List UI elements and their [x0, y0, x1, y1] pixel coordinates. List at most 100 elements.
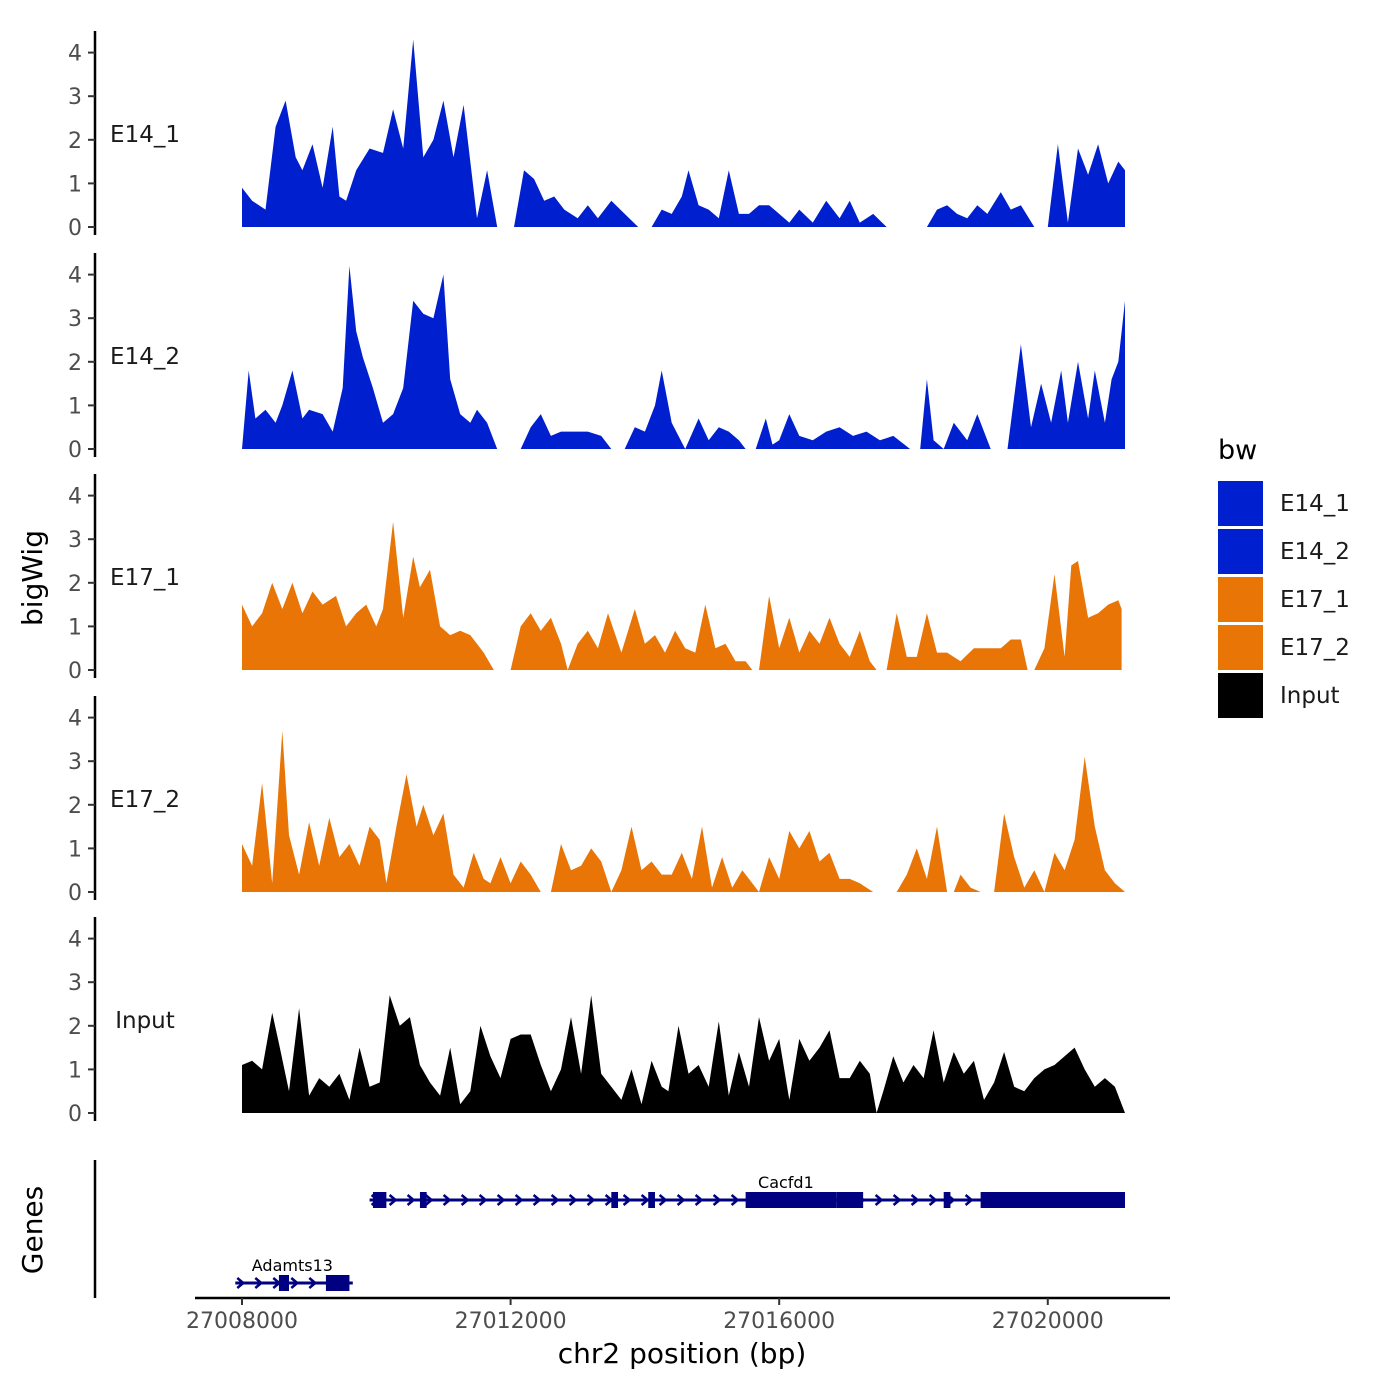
strand-arrow: [730, 1194, 740, 1206]
strand-arrow: [658, 1194, 668, 1206]
track-E14_2: 0 1 2 3 4 E14_2: [68, 253, 1125, 463]
y-tick-label: 4: [68, 264, 82, 289]
y-tick-label: 0: [68, 881, 82, 906]
y-tick-label: 4: [68, 42, 82, 67]
strand-arrow: [712, 1194, 722, 1206]
strand-arrow: [236, 1277, 246, 1289]
y-tick-label: 2: [68, 572, 82, 597]
coverage-area-E14_2: [920, 379, 991, 449]
strand-arrow: [568, 1194, 578, 1206]
strand-arrow: [424, 1194, 434, 1206]
y-tick-label: 1: [68, 394, 82, 419]
legend: bw E14_1 E14_2 E17_1 E17_2 Input: [1218, 435, 1350, 718]
strand-arrow: [308, 1277, 318, 1289]
gene-exon: [372, 1192, 387, 1208]
strand-arrow: [514, 1194, 524, 1206]
strand-arrow: [694, 1194, 704, 1206]
x-tick-label: 27008000: [186, 1309, 298, 1334]
coverage-area-E17_2: [550, 826, 887, 892]
strand-arrow: [478, 1194, 488, 1206]
x-tick-label: 27016000: [723, 1309, 835, 1334]
legend-swatch: [1218, 577, 1263, 622]
coverage-area-E14_1: [514, 170, 639, 227]
y-tick-label: 1: [68, 172, 82, 197]
y-tick-label: 1: [68, 837, 82, 862]
y-tick-label: 2: [68, 129, 82, 154]
gene-Cacfd1: Cacfd1: [369, 1173, 1125, 1208]
gene-exon: [278, 1275, 290, 1291]
strand-arrow: [622, 1194, 632, 1206]
coverage-area-E14_2: [520, 414, 612, 449]
coverage-area-E14_1: [242, 39, 498, 227]
legend-swatch: [1218, 625, 1263, 670]
gene-exon: [836, 1192, 864, 1208]
legend-swatch: [1218, 481, 1263, 526]
legend-label: Input: [1280, 683, 1340, 709]
strand-arrow: [254, 1277, 264, 1289]
coverage-area-E17_2: [953, 874, 981, 892]
strand-arrow: [586, 1194, 596, 1206]
strand-arrow: [388, 1194, 398, 1206]
gene-exon: [325, 1275, 350, 1291]
gene-exon: [943, 1192, 951, 1208]
coverage-area-E17_2: [896, 826, 948, 892]
coverage-area-Input: [242, 995, 1125, 1113]
strand-arrow: [496, 1194, 506, 1206]
coverage-area-E14_2: [624, 370, 746, 449]
strand-arrow: [874, 1194, 884, 1206]
gene-label: Cacfd1: [758, 1173, 814, 1192]
coverage-area-E14_2: [755, 414, 911, 449]
strand-arrow: [640, 1194, 650, 1206]
track-label: E14_2: [110, 344, 180, 370]
track-label: E14_1: [110, 122, 180, 148]
gene-exon: [611, 1192, 619, 1208]
y-axis-title: bigWig: [16, 530, 49, 626]
y-tick-label: 3: [68, 85, 82, 110]
y-tick-label: 4: [68, 928, 82, 953]
y-tick-label: 3: [68, 971, 82, 996]
coverage-area-E17_1: [242, 521, 494, 670]
strand-arrow: [676, 1194, 686, 1206]
track-E14_1: 0 1 2 3 4 E14_1: [68, 31, 1125, 241]
y-tick-label: 3: [68, 528, 82, 553]
strand-arrow: [550, 1194, 560, 1206]
gene-exon: [745, 1192, 837, 1208]
strand-arrow: [290, 1277, 300, 1289]
y-tick-label: 2: [68, 1015, 82, 1040]
genes-track: Cacfd1 Adamts13: [93, 1160, 1125, 1298]
legend-swatch: [1218, 529, 1263, 574]
track-Input: 0 1 2 3 4 Input: [68, 917, 1125, 1127]
coverage-area-E17_1: [510, 613, 568, 670]
coverage-tracks: 0 1 2 3 4 E14_1 0 1 2 3 4 E14_2 0 1 2 3 4 E17_1 0 1 2 3 4 E17_2…: [68, 31, 1125, 1127]
track-E17_1: 0 1 2 3 4 E17_1: [68, 474, 1122, 684]
coverage-area-E14_1: [1047, 144, 1125, 227]
legend-label: E17_2: [1280, 635, 1350, 661]
gene-Adamts13: Adamts13: [235, 1256, 353, 1291]
track-E17_2: 0 1 2 3 4 E17_2: [68, 696, 1125, 906]
strand-arrow: [910, 1194, 920, 1206]
strand-arrow: [928, 1194, 938, 1206]
track-label: E17_2: [110, 787, 180, 813]
track-label: E17_1: [110, 565, 180, 591]
coverage-area-E17_1: [567, 604, 753, 670]
y-tick-label: 0: [68, 659, 82, 684]
strand-arrow: [442, 1194, 452, 1206]
y-tick-label: 0: [68, 216, 82, 241]
coverage-area-E14_1: [926, 192, 1035, 227]
coverage-area-E14_1: [651, 170, 897, 227]
strand-arrow: [460, 1194, 470, 1206]
y-tick-label: 2: [68, 794, 82, 819]
x-tick-label: 27012000: [455, 1309, 567, 1334]
y-tick-label: 0: [68, 1102, 82, 1127]
y-tick-label: 3: [68, 750, 82, 775]
y-tick-label: 1: [68, 615, 82, 640]
coverage-area-E17_1: [1034, 561, 1122, 670]
gene-exon: [648, 1192, 655, 1208]
y-tick-label: 4: [68, 485, 82, 510]
legend-label: E14_1: [1280, 491, 1350, 517]
strand-arrow: [532, 1194, 542, 1206]
legend-label: E14_2: [1280, 539, 1350, 565]
track-label: Input: [115, 1008, 175, 1034]
coverage-area-E17_2: [994, 756, 1125, 892]
